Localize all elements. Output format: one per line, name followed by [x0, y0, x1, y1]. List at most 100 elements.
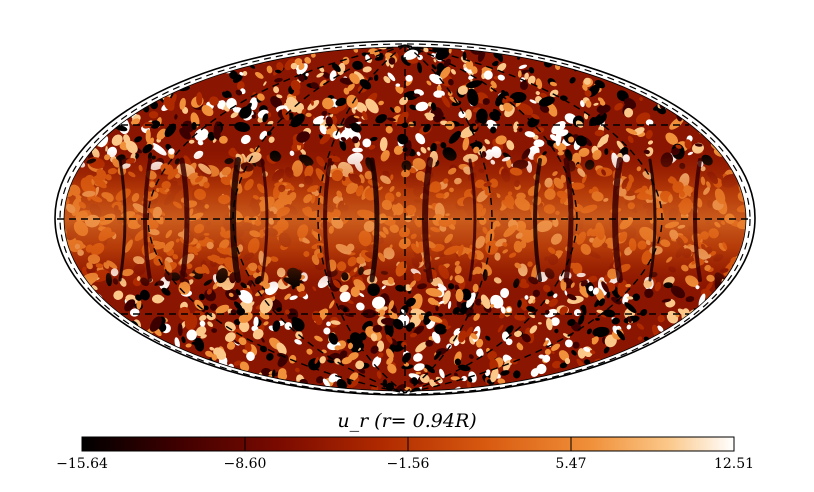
convection-cell	[424, 364, 435, 374]
convection-cell	[501, 331, 510, 342]
convection-cell	[145, 129, 151, 143]
convection-cell	[316, 72, 324, 78]
convection-cell	[495, 91, 509, 107]
band-stripe	[230, 157, 241, 283]
convection-cell	[571, 350, 577, 356]
convection-cell	[200, 334, 207, 339]
convection-cell	[583, 347, 591, 352]
convection-cell	[339, 139, 347, 151]
convection-cell	[479, 113, 488, 125]
convection-cell	[503, 359, 511, 372]
convection-cell	[327, 359, 335, 364]
convection-cell	[594, 112, 607, 126]
convection-cell	[362, 110, 368, 121]
convection-cell	[603, 309, 616, 318]
convection-cell	[457, 85, 468, 95]
convection-cell	[484, 139, 490, 145]
colorbar-tick-label-2: −1.56	[386, 456, 430, 472]
convection-cell	[290, 62, 298, 70]
convection-cell	[177, 323, 183, 336]
convection-cell	[236, 81, 245, 91]
convection-cell	[614, 102, 623, 111]
convection-cell	[425, 287, 443, 297]
convection-cell	[211, 328, 218, 333]
convection-cell	[428, 315, 443, 323]
convection-cell	[498, 312, 505, 319]
convection-cell	[431, 383, 438, 386]
convection-cell	[194, 128, 209, 142]
convection-cell	[376, 340, 385, 352]
convection-cell	[575, 120, 584, 128]
convection-cell	[425, 339, 434, 347]
convection-cell	[506, 97, 515, 102]
convection-cell	[665, 132, 678, 145]
convection-cell	[476, 348, 483, 356]
convection-cell	[232, 74, 243, 83]
convection-cell	[517, 299, 522, 308]
convection-cell	[388, 308, 398, 322]
convection-cell	[255, 71, 264, 79]
convection-cell	[473, 313, 480, 321]
convection-cell	[370, 333, 378, 342]
convection-cell	[554, 328, 559, 334]
convection-cell	[375, 114, 388, 124]
convection-cell	[124, 299, 136, 312]
convection-cell	[495, 135, 507, 145]
convection-cell	[276, 342, 287, 356]
convection-cell	[455, 288, 464, 302]
convection-cell	[235, 89, 243, 96]
convection-cell	[352, 136, 359, 144]
convection-cell	[409, 104, 418, 111]
convection-cell	[461, 375, 467, 382]
convection-cell	[270, 95, 283, 109]
convection-cell	[450, 376, 460, 381]
convection-cell	[209, 303, 218, 311]
convection-cell	[694, 143, 703, 147]
convection-cell	[362, 138, 372, 148]
convection-cell	[195, 326, 207, 337]
band-stripe	[422, 157, 433, 283]
convection-cell	[319, 134, 331, 145]
convection-cell	[439, 368, 445, 379]
convection-cell	[513, 121, 519, 131]
convection-cell	[533, 139, 545, 148]
convection-cell	[310, 82, 319, 89]
convection-cell	[497, 74, 505, 81]
convection-cell	[464, 109, 472, 121]
convection-cell	[314, 356, 319, 364]
convection-cell	[323, 327, 331, 335]
convection-cell	[209, 346, 215, 351]
convection-cell	[626, 296, 634, 300]
convection-cell	[226, 341, 236, 350]
convection-cell	[271, 369, 276, 378]
convection-cell	[645, 130, 653, 139]
convection-cell	[536, 363, 547, 375]
convection-cell	[458, 110, 466, 119]
convection-cell	[298, 63, 305, 70]
convection-cell	[418, 313, 424, 321]
convection-cell	[242, 349, 248, 354]
convection-cell	[624, 302, 637, 314]
convection-cell	[514, 314, 526, 321]
convection-cell	[564, 290, 568, 296]
convection-cell	[516, 55, 521, 60]
convection-cell	[516, 342, 524, 351]
convection-cell	[454, 358, 462, 366]
convection-cell	[186, 329, 197, 341]
convection-cell	[500, 370, 510, 376]
convection-cell	[354, 102, 368, 113]
convection-cell	[506, 307, 512, 313]
convection-cell	[600, 314, 607, 318]
convection-cell	[546, 139, 555, 147]
convection-cell	[415, 341, 428, 353]
convection-cell	[594, 129, 605, 137]
convection-cell	[111, 134, 123, 146]
convection-cell	[139, 289, 150, 301]
meridian-e3	[404, 44, 663, 394]
convection-cell	[529, 99, 537, 104]
convection-cell	[351, 107, 356, 114]
convection-cell	[611, 296, 622, 305]
convection-cell	[219, 135, 228, 144]
convection-cell	[539, 104, 550, 113]
convection-cell	[531, 113, 540, 120]
